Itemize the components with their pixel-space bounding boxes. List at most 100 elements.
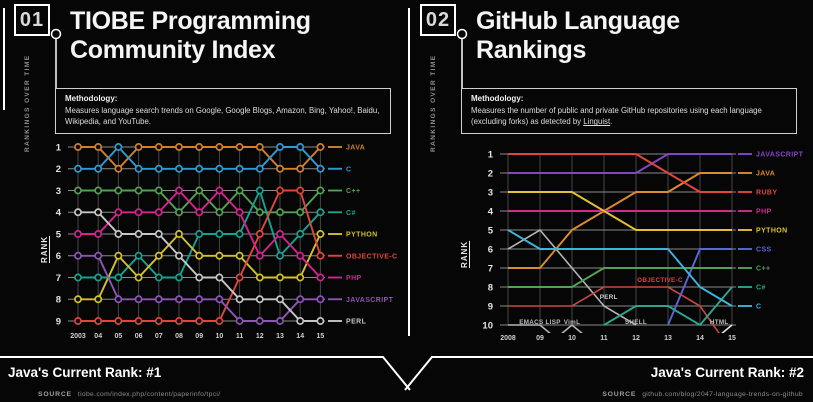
y-tick-label: 7 [488,263,493,274]
legend-label-c: C [756,304,761,311]
data-point-javascript [175,295,183,304]
right-methodology-box: Methodology: Measures the number of publ… [461,88,797,134]
y-tick-label: 1 [56,142,62,153]
left-methodology-text: Measures language search trends on Googl… [65,106,380,127]
data-point-c [134,164,143,173]
legend-label-java: JAVA [756,171,775,178]
data-point-php [255,251,264,260]
chart-annotation: PERL [600,294,618,301]
legend-label-c++: C++ [346,188,360,195]
data-point-perl [235,295,244,304]
data-point-python [175,230,183,238]
connector-circle-icon [50,28,62,40]
left-source-line: SOURCE tiobe.com/index.php/content/paperi… [38,391,220,398]
data-point-c++ [316,186,325,195]
series-line-ruby [508,153,732,193]
legend-label-c: C [346,166,351,173]
data-point-objective-c [276,186,284,195]
data-point-python [215,251,224,260]
chart-annotation: VimL [564,319,580,326]
data-point-objective-c [235,273,244,282]
data-point-php [296,251,305,260]
data-point-c++ [114,186,123,195]
x-tick-label: 04 [94,333,102,340]
left-banner-edge [0,356,411,391]
data-point-python [296,273,305,282]
data-point-php [114,208,123,217]
data-point-c [195,164,204,173]
left-edge-line [3,8,5,110]
series-line-emacs lisp [508,324,551,333]
y-tick-label: 4 [488,206,494,217]
y-tick-label: 3 [56,186,61,197]
series-line-python [508,191,732,231]
series-line-objective-c [508,286,720,333]
legend-label-java: JAVA [346,145,365,152]
x-tick-label: 08 [175,333,183,340]
legend-label-objective-c: OBJECTIVE-C [346,253,397,260]
x-tick-label: 12 [632,335,640,342]
data-point-javascript [94,251,103,260]
right-panel-title: GitHub Language Rankings [476,7,680,65]
legend-label-ruby: RUBY [756,190,777,197]
x-tick-label: 11 [600,335,608,342]
x-tick-label: 14 [696,335,704,342]
data-point-c# [134,251,143,260]
data-point-javascript [296,295,305,304]
data-point-objective-c [316,251,325,260]
data-point-c++ [215,208,224,217]
right-source-url: github.com/blog/2047-language-trends-on-… [642,391,803,398]
data-point-java [316,143,325,151]
data-point-c# [94,273,103,282]
right-methodology-text: Measures the number of public and privat… [471,105,787,128]
data-point-java [114,164,123,173]
legend-label-c++: C++ [756,266,770,273]
data-point-c# [235,230,244,238]
data-point-c [74,164,82,173]
data-point-python [195,251,204,260]
data-point-c++ [94,186,103,195]
legend-label-perl: PERL [346,319,367,326]
linguist-link[interactable]: Linguist [583,117,611,127]
data-point-objective-c [154,317,163,325]
y-tick-label: 2 [56,164,61,175]
y-tick-label: 8 [488,282,493,293]
data-point-c [235,164,244,173]
y-tick-label: 7 [56,273,61,284]
right-methodology-label: Methodology: [471,94,524,103]
data-point-java [154,143,163,151]
data-point-javascript [316,295,325,304]
left-current-rank-banner: Java's Current Rank: #1 [8,365,162,380]
data-point-javascript [74,251,82,260]
data-point-c [114,143,123,151]
data-point-c [154,164,163,173]
data-point-c++ [74,186,82,195]
data-point-perl [276,295,284,304]
data-point-java [134,143,143,151]
data-point-php [235,208,244,217]
series-line-java [508,172,732,269]
x-tick-label: 05 [115,333,123,340]
data-point-php [154,208,163,217]
data-point-c# [195,230,204,238]
data-point-php [175,186,183,195]
legend-label-php: PHP [756,209,772,216]
x-tick-label: 07 [155,333,163,340]
y-tick-label: 5 [56,229,62,240]
chart-annotation: SHELL [625,319,647,326]
right-source-label: SOURCE [602,391,637,398]
data-point-java [195,143,204,151]
data-point-c++ [235,186,244,195]
section-number-01-text: 01 [19,9,45,31]
series-line-css [667,248,732,326]
data-point-c [255,164,264,173]
data-point-python [74,295,82,304]
x-tick-label: 06 [135,333,143,340]
data-point-perl [215,273,224,282]
right-source-line: SOURCE github.com/blog/2047-language-tren… [602,391,803,398]
connector-right [456,28,468,88]
x-tick-label: 10 [216,333,224,340]
data-point-php [94,230,103,238]
